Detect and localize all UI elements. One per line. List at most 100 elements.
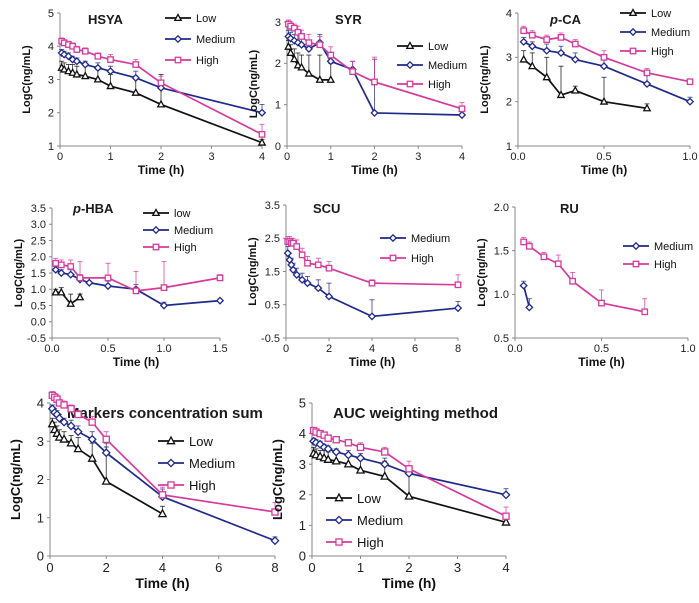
y-tick-label: 0 xyxy=(299,549,306,564)
chart-title: HSYA xyxy=(88,12,124,27)
y-tick-label: 3 xyxy=(299,457,306,472)
data-point xyxy=(215,296,225,305)
data-point xyxy=(324,434,332,442)
chart-title: p-CA xyxy=(549,12,582,27)
series-low xyxy=(519,50,652,112)
data-point xyxy=(502,512,510,520)
data-point xyxy=(298,33,305,40)
y-tick-label: 1 xyxy=(48,141,54,153)
y-tick-label: 5 xyxy=(299,396,306,411)
data-point xyxy=(81,60,90,69)
legend-item-high: High xyxy=(397,79,451,91)
data-point xyxy=(51,265,60,274)
data-point xyxy=(156,99,166,108)
legend: Medium High xyxy=(623,241,693,271)
data-point xyxy=(598,299,605,307)
chart-title-text: Markers concentration sum xyxy=(67,405,263,422)
y-tick-label: 1.5 xyxy=(265,266,280,278)
chart-title: AUC weighting method xyxy=(333,405,498,422)
data-point xyxy=(457,110,467,120)
data-point xyxy=(570,85,580,94)
data-point xyxy=(59,64,69,73)
chart-syr: 0 1 2 3 0 1 2 3 4 Time (h) LogC(ng/mL) SYR Low Medium… xyxy=(248,12,467,177)
legend-item-medium: Medium xyxy=(623,241,693,253)
chart-title: SCU xyxy=(313,201,340,216)
chart-title-text: -CA xyxy=(558,12,582,27)
y-tick-label: 4 xyxy=(48,41,54,53)
x-axis-label: Time (h) xyxy=(578,355,624,369)
chart-title-text: RU xyxy=(560,201,579,216)
legend-marker xyxy=(388,233,398,243)
series-low xyxy=(284,40,336,83)
y-axis-label: LogC(ng/mL) xyxy=(247,237,259,306)
x-axis-label: Time (h) xyxy=(349,355,395,369)
series-high xyxy=(58,37,266,138)
series-line xyxy=(55,291,81,306)
series-line xyxy=(51,408,276,542)
y-tick-label: 3.0 xyxy=(31,219,46,231)
y-tick-label: 2.0 xyxy=(31,252,46,264)
data-point xyxy=(102,435,110,444)
x-tick-label: 1.0 xyxy=(680,343,695,355)
x-tick-label: 1 xyxy=(328,151,334,163)
legend-marker xyxy=(628,27,638,37)
data-point xyxy=(60,50,69,59)
x-tick-label: 0 xyxy=(284,151,290,163)
legend-marker xyxy=(152,243,160,251)
data-point xyxy=(68,67,77,76)
legend-marker xyxy=(406,80,414,88)
y-tick-label: 2 xyxy=(48,108,54,120)
y-tick-label: 4 xyxy=(37,396,44,411)
data-point xyxy=(557,34,565,41)
data-point xyxy=(257,137,267,146)
data-point xyxy=(528,42,537,51)
data-point xyxy=(323,454,333,463)
data-point xyxy=(216,274,224,282)
data-point xyxy=(294,28,302,36)
series-low xyxy=(51,287,85,307)
legend-label: Medium xyxy=(428,60,467,72)
data-point xyxy=(93,74,103,83)
y-tick-label: 2 xyxy=(506,97,512,109)
data-point xyxy=(286,48,295,57)
data-point xyxy=(57,268,66,278)
y-tick-label: 2 xyxy=(37,472,44,487)
data-point xyxy=(525,242,533,250)
data-point xyxy=(304,68,314,77)
data-point xyxy=(297,40,306,49)
data-point xyxy=(453,303,463,313)
x-tick-label: 1 xyxy=(357,560,364,575)
data-point xyxy=(60,401,68,409)
series-high xyxy=(284,236,462,289)
data-point xyxy=(47,418,58,428)
series-low xyxy=(308,446,511,526)
data-point xyxy=(54,413,64,423)
x-tick-label: 0.0 xyxy=(44,343,59,355)
y-tick-label: 5 xyxy=(48,8,54,20)
data-point xyxy=(257,108,267,117)
data-point xyxy=(73,46,81,53)
y-axis-label: LogC(ng/mL) xyxy=(248,49,260,118)
x-tick-label: 3 xyxy=(415,151,421,163)
x-tick-label: 1.5 xyxy=(212,343,227,355)
chart-title: SYR xyxy=(335,12,362,27)
data-point xyxy=(404,491,414,500)
y-tick-label: 1.0 xyxy=(494,289,509,301)
legend-marker xyxy=(632,260,640,268)
data-point xyxy=(51,287,60,296)
data-point xyxy=(131,73,140,82)
series-low xyxy=(57,60,267,146)
data-point xyxy=(454,281,462,289)
data-point xyxy=(132,61,140,68)
data-point xyxy=(85,278,94,287)
data-point xyxy=(571,40,579,48)
y-tick-label: 3.5 xyxy=(265,200,280,212)
data-point xyxy=(528,31,536,39)
data-point xyxy=(304,44,313,53)
chart-scu: -0.5 0.5 1.5 2.5 3.5 0 2 4 6 8 Time (h) LogC(ng/mL)… xyxy=(247,200,463,369)
data-point xyxy=(101,476,111,485)
y-axis-label: LogC(ng/mL) xyxy=(13,238,25,307)
data-point xyxy=(290,24,298,32)
data-point xyxy=(54,432,65,441)
legend-label: Medium xyxy=(196,34,235,46)
